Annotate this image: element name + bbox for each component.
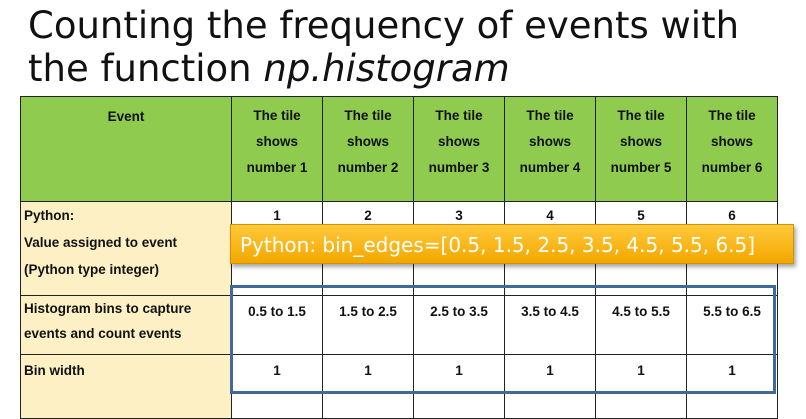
table-cell: 4.5 to 5.5	[595, 295, 687, 355]
table-cell: 1	[504, 354, 596, 419]
table-cell: 1	[413, 354, 505, 419]
header-number-5: The tile shows number 5	[595, 96, 687, 202]
bin-edges-callout: Python: bin_edges=[0.5, 1.5, 2.5, 3.5, 4…	[230, 224, 794, 264]
header-number-4: The tile shows number 4	[504, 96, 596, 202]
table-cell: 0.5 to 1.5	[231, 295, 323, 355]
header-number-6: The tile shows number 6	[686, 96, 778, 202]
slide-title: Counting the frequency of events with th…	[28, 4, 806, 90]
table-cell: 5.5 to 6.5	[686, 295, 778, 355]
header-number-1: The tile shows number 1	[231, 96, 323, 202]
table-cell: 1.5 to 2.5	[322, 295, 414, 355]
table-row-bin-width: Bin width 1 1 1 1 1 1	[20, 354, 778, 419]
title-text: Counting the frequency of events with th…	[28, 4, 740, 90]
table-cell: 1	[686, 354, 778, 419]
header-row: Event The tile shows number 1 The tile show…	[20, 96, 778, 202]
table-cell: 3.5 to 4.5	[504, 295, 596, 355]
header-event: Event	[20, 96, 232, 202]
title-function-name: np.histogram	[263, 47, 510, 90]
table-cell: 1	[322, 354, 414, 419]
table-row-histogram-bins: Histogram bins to capture events and coun…	[20, 295, 778, 355]
row-label-python-value: Python: Value assigned to event (Python ty…	[20, 201, 232, 296]
header-number-3: The tile shows number 3	[413, 96, 505, 202]
table-cell: 1	[595, 354, 687, 419]
table-cell: 1	[231, 354, 323, 419]
row-label-bin-width: Bin width	[20, 354, 232, 419]
header-number-2: The tile shows number 2	[322, 96, 414, 202]
row-label-histogram-bins: Histogram bins to capture events and coun…	[20, 295, 232, 355]
table-cell: 2.5 to 3.5	[413, 295, 505, 355]
